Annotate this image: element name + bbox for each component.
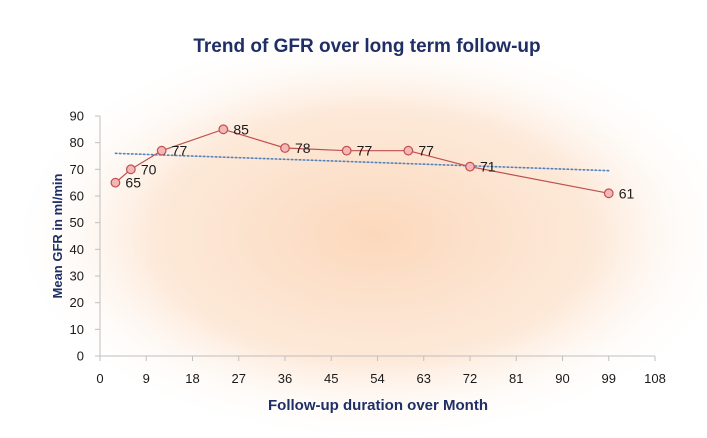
y-tick-label: 50	[70, 215, 84, 230]
data-label: 70	[141, 161, 157, 177]
x-tick-label: 90	[555, 371, 569, 386]
x-tick-label: 63	[417, 371, 431, 386]
y-tick-label: 80	[70, 135, 84, 150]
data-label: 77	[172, 143, 188, 159]
data-label: 78	[295, 140, 311, 156]
x-tick-label: 18	[185, 371, 199, 386]
x-tick-label: 36	[278, 371, 292, 386]
x-tick-label: 108	[644, 371, 666, 386]
x-tick-label: 27	[232, 371, 246, 386]
data-label: 85	[233, 121, 249, 137]
x-tick-label: 99	[602, 371, 616, 386]
data-point	[403, 145, 414, 156]
x-tick-label: 0	[96, 371, 103, 386]
y-tick-label: 60	[70, 189, 84, 204]
data-label: 77	[418, 143, 434, 159]
trendline	[114, 152, 610, 172]
chart-title: Trend of GFR over long term follow-up	[193, 36, 540, 57]
x-axis-title: Follow-up duration over Month	[268, 397, 488, 414]
data-point	[156, 145, 167, 156]
y-tick-label: 40	[70, 242, 84, 257]
y-tick-label: 20	[70, 295, 84, 310]
plot-area: 0 10 20 30 40 50 60 70 80 90 0 9 18 27 36 45 54 63 72 81 90 9…	[70, 109, 666, 387]
x-tick-label: 72	[463, 371, 477, 386]
background-glow	[5, 25, 707, 438]
x-tick-label: 9	[143, 371, 150, 386]
data-point	[218, 124, 229, 135]
y-axis-title: Mean GFR in ml/min	[50, 173, 65, 298]
data-point	[465, 161, 475, 172]
x-tick-label: 54	[370, 371, 384, 386]
y-tick-label: 10	[70, 322, 84, 337]
data-label: 71	[480, 159, 496, 175]
y-tick-label: 30	[70, 269, 84, 284]
y-tick-label: 70	[70, 162, 84, 177]
data-point	[603, 188, 614, 199]
x-tick-label: 45	[324, 371, 338, 386]
data-label: 61	[619, 185, 635, 201]
y-tick-label: 0	[77, 349, 84, 364]
data-label: 77	[357, 143, 373, 159]
data-point	[125, 164, 136, 175]
data-label: 65	[125, 175, 141, 191]
y-tick-label: 90	[70, 109, 84, 124]
data-point	[280, 143, 290, 153]
data-point	[110, 177, 121, 188]
data-point	[341, 145, 352, 156]
x-tick-label: 81	[509, 371, 523, 386]
